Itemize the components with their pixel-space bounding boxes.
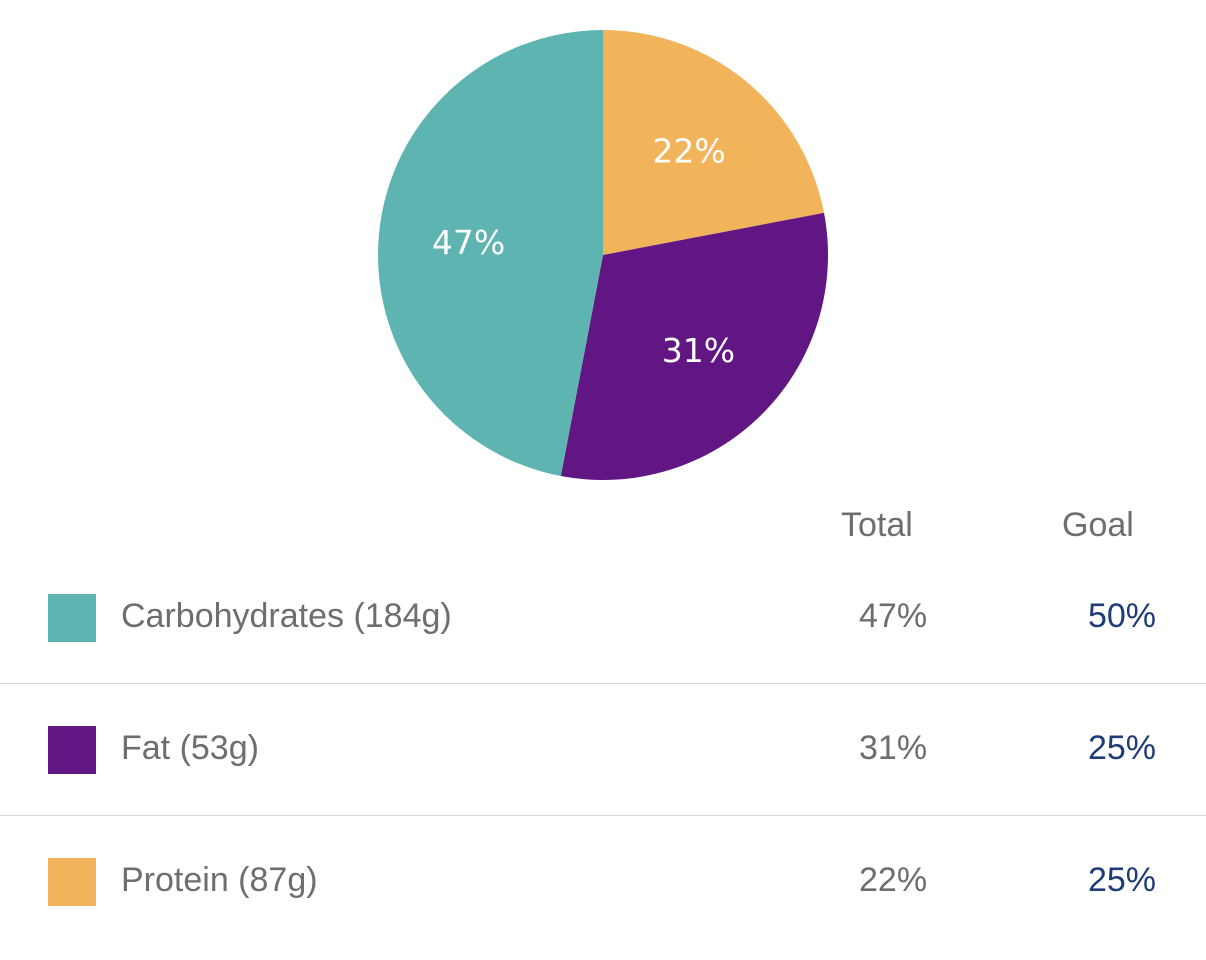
pie-slice-1 (560, 212, 829, 480)
row-divider (0, 683, 1206, 684)
carbohydrates-goal: 50% (1087, 597, 1156, 635)
protein-total: 22% (859, 861, 928, 899)
macro-row-carbohydrates: Carbohydrates (184g) 47% 50% (0, 552, 1206, 684)
pie-slice-label-1: 31% (662, 331, 735, 370)
fat-total: 31% (859, 729, 928, 767)
pie-slice-0 (603, 30, 825, 255)
pie-slice-label-2: 47% (432, 223, 505, 262)
macro-row-protein: Protein (87g) 22% 25% (0, 816, 1206, 948)
total-column-header: Total (841, 506, 913, 544)
goal-column-header: Goal (1062, 506, 1134, 544)
carbohydrates-total: 47% (859, 597, 928, 635)
macro-row-fat: Fat (53g) 31% 25% (0, 684, 1206, 816)
pie-slice-2 (378, 30, 603, 477)
fat-color-swatch (48, 726, 96, 774)
fat-goal: 25% (1087, 729, 1156, 767)
carbohydrates-label: Carbohydrates (184g) (121, 597, 452, 635)
pie-slice-label-0: 22% (652, 131, 725, 170)
row-divider (0, 815, 1206, 816)
pie-chart-svg: 22% 31% 47% (378, 30, 829, 480)
carbohydrates-color-swatch (48, 594, 96, 642)
protein-color-swatch (48, 858, 96, 906)
fat-label: Fat (53g) (121, 729, 259, 767)
protein-label: Protein (87g) (121, 861, 318, 899)
macro-pie-chart: 22% 31% 47% (378, 30, 829, 480)
protein-goal: 25% (1087, 861, 1156, 899)
